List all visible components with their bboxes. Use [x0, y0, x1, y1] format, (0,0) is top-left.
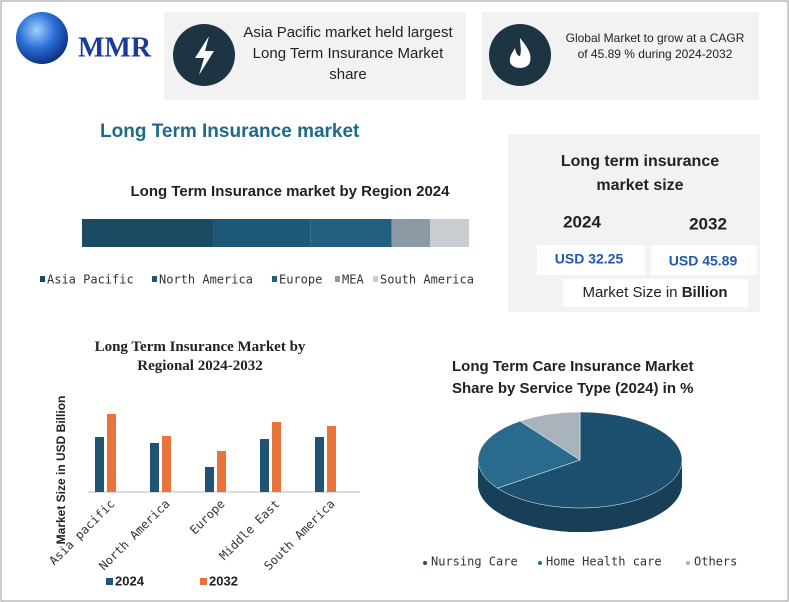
legend-dot — [686, 561, 690, 565]
chart-title: Long Term Insurance Market by Regional 2… — [94, 339, 306, 374]
size-value: USD 45.89 — [669, 253, 738, 269]
unit-text: Market Size in Billion — [582, 284, 727, 301]
logo-globe — [16, 12, 68, 64]
page-title: Long Term Insurance market — [100, 121, 360, 142]
bar — [107, 414, 116, 492]
legend-swatch — [40, 276, 45, 282]
legend-label: Europe — [279, 273, 322, 287]
y-axis-label: Market Size in USD Billion — [54, 396, 68, 545]
size-value: USD 32.25 — [555, 251, 624, 267]
legend-label: MEA — [342, 273, 364, 287]
bar — [205, 467, 214, 492]
legend-label: Others — [694, 555, 737, 569]
year: 2024 — [563, 212, 601, 231]
unit-box — [563, 279, 748, 307]
logo-text: MMR — [78, 32, 152, 63]
bar — [150, 443, 159, 492]
legend-swatch — [373, 276, 378, 282]
legend-swatch — [152, 276, 157, 282]
legend-swatch — [335, 276, 340, 282]
bar — [162, 436, 171, 492]
legend-swatch — [106, 578, 113, 585]
bar — [260, 439, 269, 492]
bar — [272, 422, 281, 492]
legend-label: Home Health care — [546, 555, 662, 569]
chart-title: Long Term Care Insurance Market Share by… — [452, 358, 694, 397]
size-title: Long term insurance market size — [560, 153, 720, 194]
bar — [95, 437, 104, 492]
bar — [327, 426, 336, 492]
card-text: Asia Pacific market held largest Long Te… — [243, 24, 453, 83]
pie-slice — [496, 411, 683, 509]
bar-segment — [82, 219, 214, 247]
value-box — [651, 245, 757, 275]
legend-dot — [538, 561, 542, 565]
bar — [315, 437, 324, 492]
legend-dot — [423, 561, 427, 565]
legend-label: 2032 — [209, 573, 238, 588]
chart-title: Long Term Insurance market by Region 202… — [130, 183, 450, 200]
bar-segment — [310, 219, 392, 247]
legend-label: Nursing Care — [431, 555, 518, 569]
year: 2032 — [689, 214, 727, 233]
legend-swatch — [200, 578, 207, 585]
pie-slice — [519, 411, 581, 461]
legend-label: 2024 — [115, 573, 145, 588]
bolt-icon — [195, 36, 214, 75]
unit-label: Market Size in — [582, 284, 677, 301]
legend-label: North America — [159, 273, 253, 287]
pie-slice — [477, 420, 581, 489]
card-text: Global Market to grow at a CAGR of 45.89… — [565, 31, 745, 61]
value-box — [537, 245, 645, 275]
legend-swatch — [272, 276, 277, 282]
legend-label: Asia Pacific — [47, 273, 134, 287]
bar-segment — [430, 219, 469, 247]
icon-bg — [489, 24, 551, 86]
bar — [217, 451, 226, 492]
legend-label: South America — [380, 273, 474, 287]
unit: Billion — [682, 284, 728, 301]
bar-segment — [391, 219, 431, 247]
flame-icon — [509, 38, 531, 68]
bar-segment — [213, 219, 311, 247]
x-tick-label: Europe — [187, 497, 228, 538]
